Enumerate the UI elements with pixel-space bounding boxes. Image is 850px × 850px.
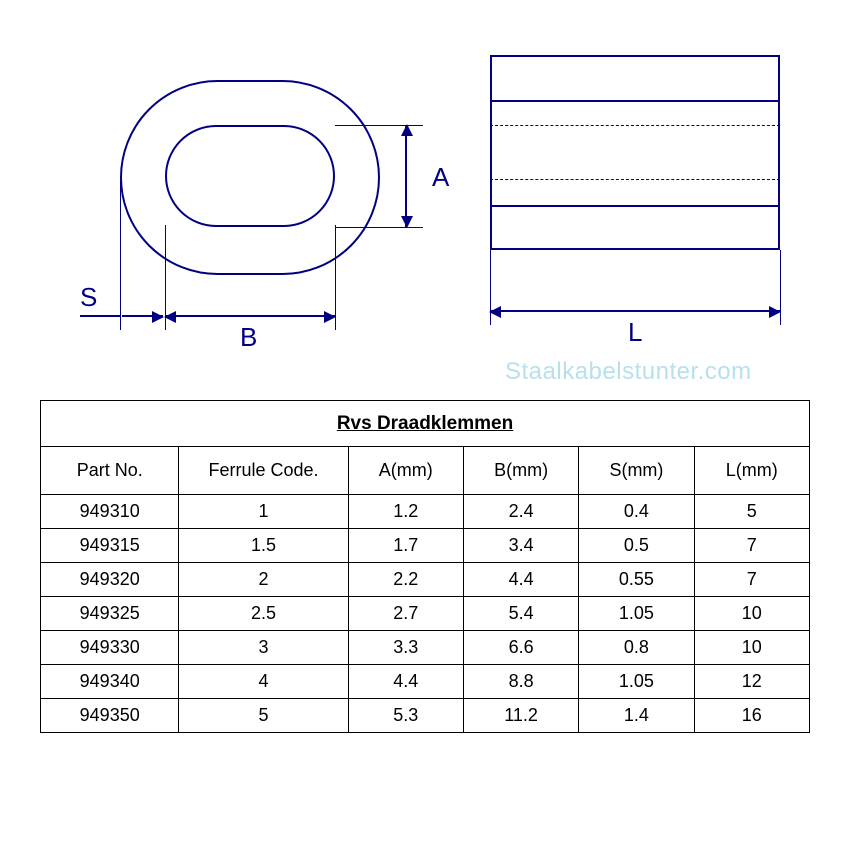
table-cell: 1.05 xyxy=(579,597,694,631)
table-row: 9493151.51.73.40.57 xyxy=(41,529,810,563)
side-view-drawing: L xyxy=(490,55,800,345)
table-cell: 0.8 xyxy=(579,631,694,665)
table-row: 94934044.48.81.0512 xyxy=(41,665,810,699)
table-cell: 2.7 xyxy=(348,597,463,631)
table-cell: 5 xyxy=(694,495,809,529)
table-cell: 4.4 xyxy=(463,563,578,597)
table-header-row: Part No. Ferrule Code. A(mm) B(mm) S(mm)… xyxy=(41,447,810,495)
table-cell: 949340 xyxy=(41,665,179,699)
table-cell: 3.3 xyxy=(348,631,463,665)
dim-A-label: A xyxy=(432,162,449,193)
table-cell: 3 xyxy=(179,631,348,665)
side-outer-rect xyxy=(490,55,780,250)
col-b-mm: B(mm) xyxy=(463,447,578,495)
spec-table: Rvs Draadklemmen Part No. Ferrule Code. … xyxy=(40,400,810,733)
table-cell: 1.4 xyxy=(579,699,694,733)
table-cell: 4 xyxy=(179,665,348,699)
dim-B-line xyxy=(165,315,335,317)
side-solid-line-1 xyxy=(490,100,780,102)
dim-L-line xyxy=(490,310,780,312)
table-cell: 2 xyxy=(179,563,348,597)
table-cell: 0.5 xyxy=(579,529,694,563)
table-row: 94932022.24.40.557 xyxy=(41,563,810,597)
table-cell: 1.2 xyxy=(348,495,463,529)
table-cell: 2.2 xyxy=(348,563,463,597)
table-cell: 949350 xyxy=(41,699,179,733)
dim-S-line-right xyxy=(122,315,163,317)
table-cell: 3.4 xyxy=(463,529,578,563)
table-cell: 7 xyxy=(694,529,809,563)
table-cell: 1.5 xyxy=(179,529,348,563)
table-body: 94931011.22.40.459493151.51.73.40.579493… xyxy=(41,495,810,733)
table-cell: 2.5 xyxy=(179,597,348,631)
table-cell: 0.55 xyxy=(579,563,694,597)
table-cell: 1.05 xyxy=(579,665,694,699)
table-cell: 1.7 xyxy=(348,529,463,563)
dim-L-label: L xyxy=(628,317,642,348)
table-cell: 16 xyxy=(694,699,809,733)
col-s-mm: S(mm) xyxy=(579,447,694,495)
table-row: 9493252.52.75.41.0510 xyxy=(41,597,810,631)
table-cell: 5.4 xyxy=(463,597,578,631)
watermark-text: Staalkabelstunter.com xyxy=(505,358,752,386)
dim-S-label: S xyxy=(80,282,97,313)
side-dashed-line-1 xyxy=(490,125,780,126)
col-l-mm: L(mm) xyxy=(694,447,809,495)
table-cell: 949315 xyxy=(41,529,179,563)
col-a-mm: A(mm) xyxy=(348,447,463,495)
dim-S-line-left-ext xyxy=(80,315,120,317)
table-cell: 10 xyxy=(694,631,809,665)
table-cell: 12 xyxy=(694,665,809,699)
col-part-no: Part No. xyxy=(41,447,179,495)
table-cell: 949310 xyxy=(41,495,179,529)
table-title: Rvs Draadklemmen xyxy=(41,401,810,447)
table-cell: 8.8 xyxy=(463,665,578,699)
table-cell: 0.4 xyxy=(579,495,694,529)
dim-S-ext-left xyxy=(120,180,121,330)
table-cell: 5 xyxy=(179,699,348,733)
table-cell: 4.4 xyxy=(348,665,463,699)
side-solid-line-2 xyxy=(490,205,780,207)
table-cell: 7 xyxy=(694,563,809,597)
table-cell: 1 xyxy=(179,495,348,529)
table-row: 94933033.36.60.810 xyxy=(41,631,810,665)
table-row: 94935055.311.21.416 xyxy=(41,699,810,733)
dim-B-label: B xyxy=(240,322,257,353)
cross-section-drawing: A B S xyxy=(60,50,410,350)
spec-table-container: Rvs Draadklemmen Part No. Ferrule Code. … xyxy=(40,400,810,733)
table-cell: 6.6 xyxy=(463,631,578,665)
table-cell: 949320 xyxy=(41,563,179,597)
side-dashed-line-2 xyxy=(490,179,780,180)
table-cell: 949325 xyxy=(41,597,179,631)
col-ferrule-code: Ferrule Code. xyxy=(179,447,348,495)
table-cell: 10 xyxy=(694,597,809,631)
table-cell: 949330 xyxy=(41,631,179,665)
table-row: 94931011.22.40.45 xyxy=(41,495,810,529)
inner-oval xyxy=(165,125,335,227)
dim-A-line xyxy=(405,125,407,227)
table-cell: 2.4 xyxy=(463,495,578,529)
table-cell: 11.2 xyxy=(463,699,578,733)
figure-canvas: A B S L Staalkabelstunter.com xyxy=(0,0,850,850)
table-cell: 5.3 xyxy=(348,699,463,733)
